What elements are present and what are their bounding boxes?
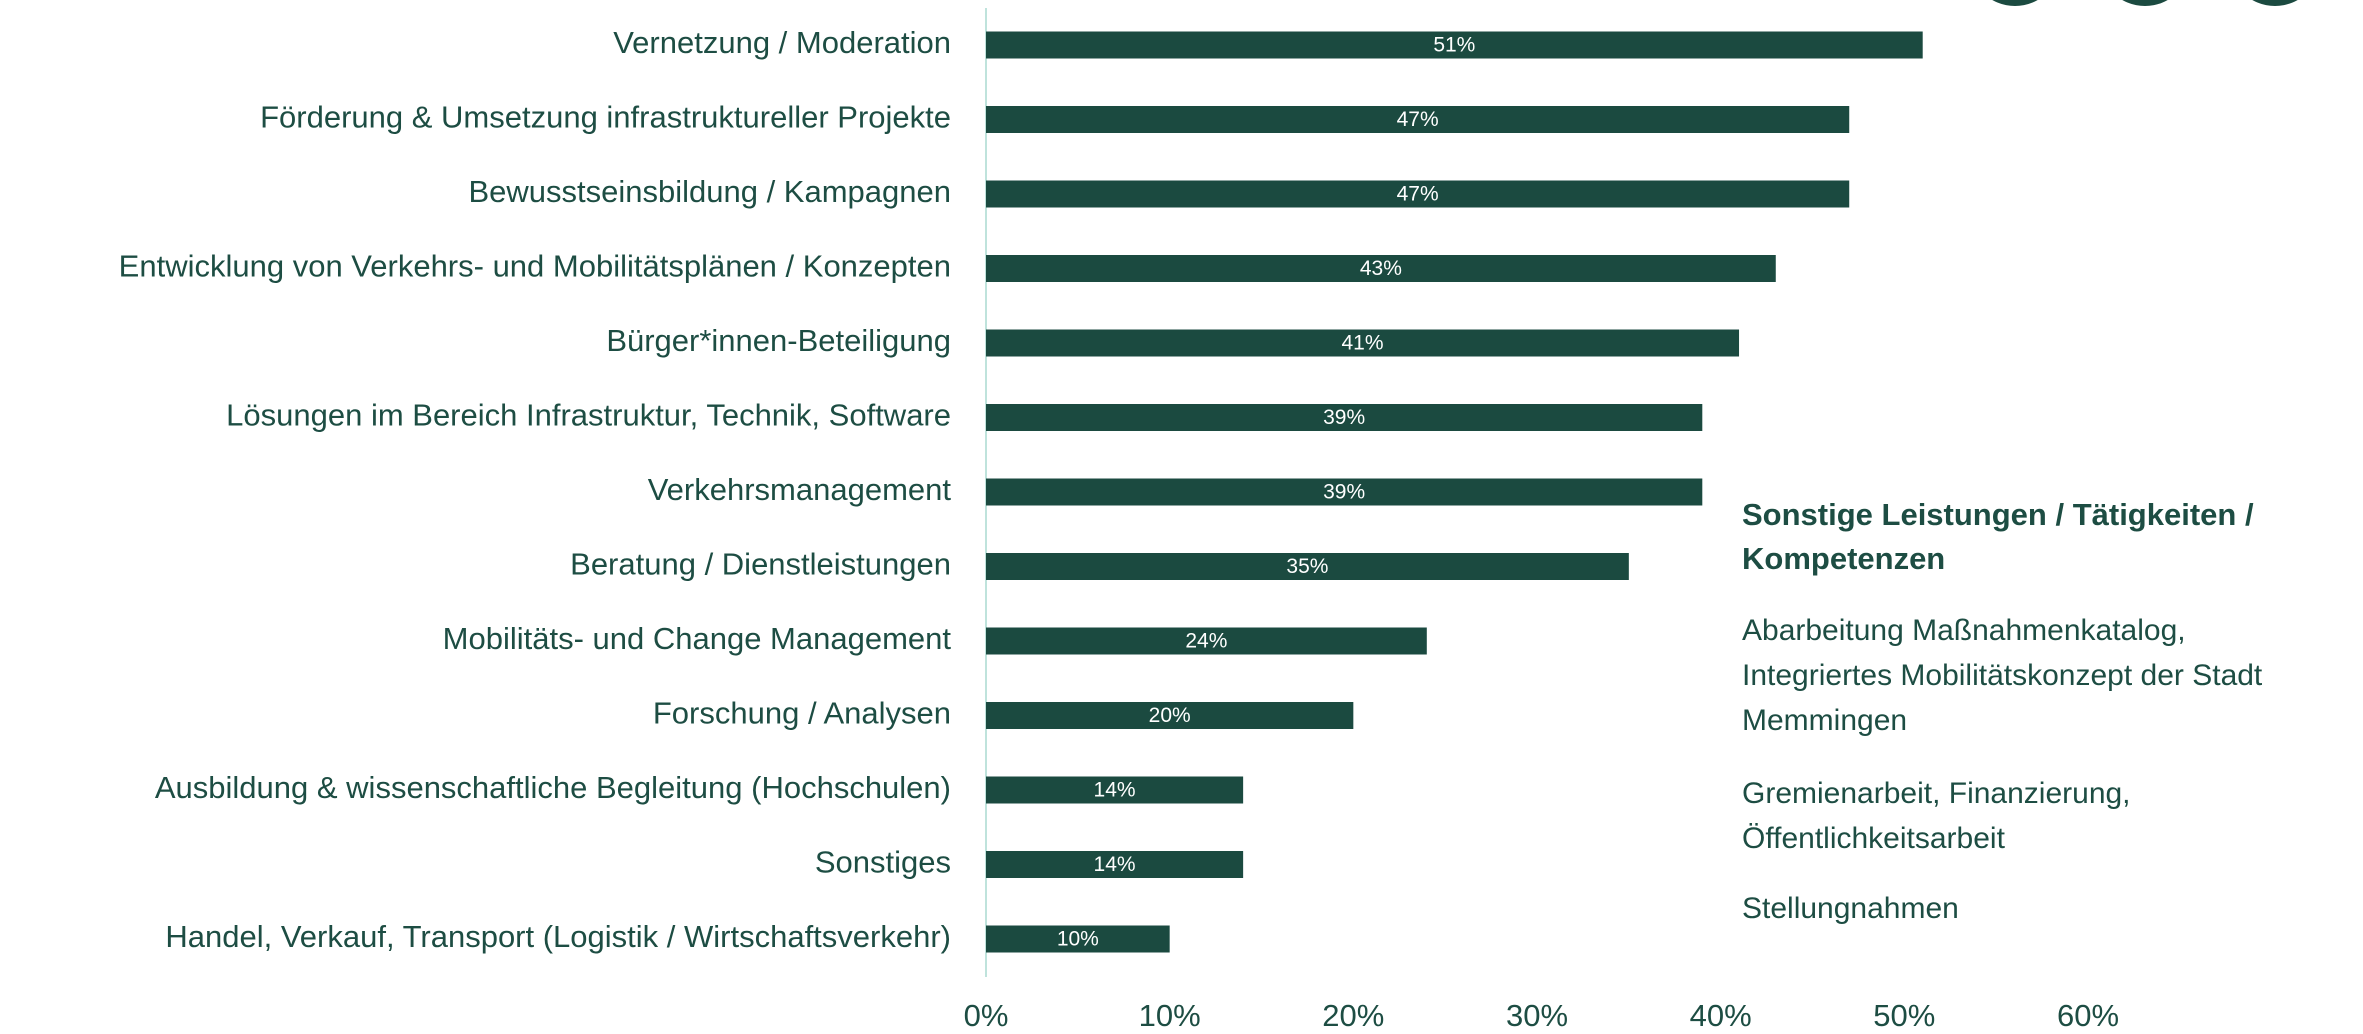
category-label: Förderung & Umsetzung infrastruktureller… [260, 100, 951, 135]
category-label: Ausbildung & wissenschaftliche Begleitun… [155, 770, 951, 805]
note-item: Memmingen [1742, 704, 1907, 737]
value-label: 51% [1433, 34, 1475, 57]
category-label: Mobilitäts- und Change Management [443, 621, 952, 656]
note-item: Integriertes Mobilitätskonzept der Stadt [1742, 659, 2263, 692]
x-tick-label: 50% [1873, 998, 1935, 1033]
bar [986, 851, 1244, 878]
value-label: 24% [1185, 630, 1227, 653]
bar [986, 776, 1244, 804]
value-label: 47% [1397, 108, 1439, 131]
value-label: 14% [1094, 779, 1136, 802]
bar [986, 329, 1740, 357]
decoration [2252, 0, 2298, 6]
bar [986, 702, 1354, 729]
note-title: Sonstige Leistungen / Tätigkeiten / [1742, 497, 2254, 532]
bar [986, 255, 1776, 282]
category-label: Bewusstseinsbildung / Kampagnen [468, 174, 951, 209]
x-tick-label: 60% [2057, 998, 2119, 1033]
decoration [2122, 0, 2168, 6]
bar [986, 106, 1850, 133]
note-item: Abarbeitung Maßnahmenkatalog, [1742, 614, 2186, 647]
category-label: Beratung / Dienstleistungen [570, 547, 951, 582]
value-label: 39% [1323, 481, 1365, 504]
x-tick-label: 10% [1139, 998, 1201, 1033]
category-label: Lösungen im Bereich Infrastruktur, Techn… [226, 398, 951, 433]
note-title: Kompetenzen [1742, 541, 1945, 576]
note-item: Stellungnahmen [1742, 892, 1959, 925]
category-label: Entwicklung von Verkehrs- und Mobilitäts… [119, 249, 951, 284]
x-tick-label: 20% [1322, 998, 1384, 1033]
bar [986, 553, 1629, 580]
bar [986, 627, 1427, 655]
x-tick-label: 30% [1506, 998, 1568, 1033]
category-label: Verkehrsmanagement [648, 472, 952, 507]
value-label: 43% [1360, 257, 1402, 280]
x-tick-label: 0% [964, 998, 1009, 1033]
bar [986, 180, 1850, 208]
value-label: 41% [1342, 332, 1384, 355]
category-label: Handel, Verkauf, Transport (Logistik / W… [165, 919, 951, 954]
value-label: 39% [1323, 406, 1365, 429]
bar [986, 31, 1923, 59]
bar [986, 404, 1703, 431]
value-label: 10% [1057, 928, 1099, 951]
decoration [1992, 0, 2038, 6]
category-label: Forschung / Analysen [653, 696, 951, 731]
bar [986, 478, 1703, 506]
category-label: Vernetzung / Moderation [613, 25, 951, 60]
value-label: 47% [1397, 183, 1439, 206]
note-item: Gremienarbeit, Finanzierung, [1742, 777, 2131, 810]
value-label: 20% [1149, 704, 1191, 727]
x-tick-label: 40% [1690, 998, 1752, 1033]
bar [986, 925, 1170, 953]
value-label: 14% [1094, 853, 1136, 876]
category-label: Bürger*innen-Beteiligung [606, 323, 951, 358]
category-label: Sonstiges [815, 845, 951, 880]
value-label: 35% [1286, 555, 1328, 578]
note-item: Öffentlichkeitsarbeit [1742, 822, 2006, 855]
